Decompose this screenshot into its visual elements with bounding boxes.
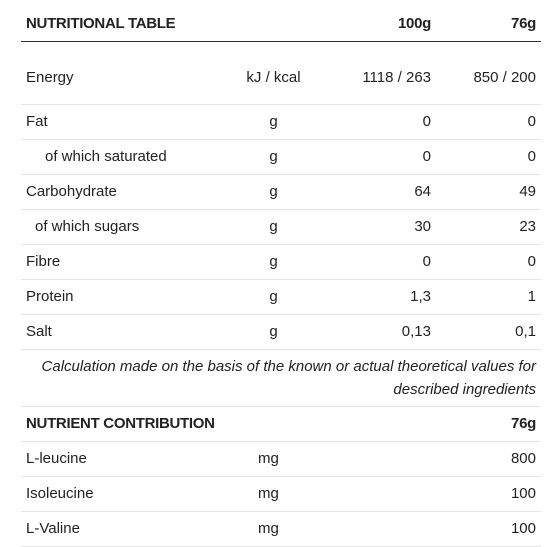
nutrient-name: Carbohydrate <box>21 174 216 210</box>
nutrient-unit: kJ / kcal <box>216 41 331 105</box>
nutrient-unit: g <box>216 174 331 210</box>
column-header-100g: 100g <box>331 7 436 42</box>
value-per-76g: 0 <box>436 244 541 280</box>
value-per-100g: 0 <box>331 139 436 175</box>
value-per-100g: 0 <box>331 244 436 280</box>
value-per-100g: 0 <box>331 104 436 140</box>
nutrient-name: Protein <box>21 279 216 315</box>
nutrient-unit: mg <box>216 511 331 547</box>
value-per-76g: 0 <box>436 104 541 140</box>
value-per-76g: 49 <box>436 174 541 210</box>
nutrient-name: Energy <box>21 41 216 105</box>
table-row-isoleucine: Isoleucine mg 100 <box>21 476 541 512</box>
nutrient-unit: g <box>216 209 331 245</box>
column-header-76g: 76g <box>436 406 541 442</box>
value-per-76g: 1 <box>436 279 541 315</box>
value-per-100g: 0,13 <box>331 314 436 350</box>
table-row-sugars: of which sugars g 30 23 <box>21 209 541 245</box>
table-row-fat: Fat g 0 0 <box>21 104 541 140</box>
value-per-100g: 1118 / 263 <box>331 41 436 105</box>
value-per-100g: 64 <box>331 174 436 210</box>
value-per-76g: 23 <box>436 209 541 245</box>
nutrient-name: of which saturated <box>21 139 216 175</box>
value-per-76g: 800 <box>436 441 541 477</box>
nutrition-table: NUTRITIONAL TABLE 100g 76g Energy kJ / k… <box>21 7 541 547</box>
value-per-100g: 1,3 <box>331 279 436 315</box>
nutrient-name: of which sugars <box>21 209 216 245</box>
table-row-energy: Energy kJ / kcal 1118 / 263 850 / 200 <box>21 41 541 105</box>
table-row-fibre: Fibre g 0 0 <box>21 244 541 280</box>
value-per-76g: 0,1 <box>436 314 541 350</box>
value-per-76g: 850 / 200 <box>436 41 541 105</box>
nutrient-unit: g <box>216 244 331 280</box>
value-per-100g: 30 <box>331 209 436 245</box>
nutrition-table-header: NUTRITIONAL TABLE 100g 76g <box>21 7 541 42</box>
table-row-carbohydrate: Carbohydrate g 64 49 <box>21 174 541 210</box>
calculation-note: Calculation made on the basis of the kno… <box>21 349 541 407</box>
value-per-76g: 100 <box>436 476 541 512</box>
nutrient-name: Fat <box>21 104 216 140</box>
nutrient-unit: g <box>216 104 331 140</box>
contribution-table-header: NUTRIENT CONTRIBUTION 76g <box>21 406 541 442</box>
nutrition-table-title: NUTRITIONAL TABLE <box>21 7 331 42</box>
nutrient-unit: mg <box>216 441 331 477</box>
nutrient-name: Isoleucine <box>21 476 216 512</box>
nutrition-panel: NUTRITIONAL TABLE 100g 76g Energy kJ / k… <box>21 7 541 547</box>
nutrient-unit: g <box>216 314 331 350</box>
nutrient-name: Salt <box>21 314 216 350</box>
nutrient-name: L-Valine <box>21 511 216 547</box>
table-row-valine: L-Valine mg 100 <box>21 511 541 547</box>
table-row-salt: Salt g 0,13 0,1 <box>21 314 541 350</box>
calculation-note-row: Calculation made on the basis of the kno… <box>21 349 541 407</box>
table-row-saturated: of which saturated g 0 0 <box>21 139 541 175</box>
table-row-protein: Protein g 1,3 1 <box>21 279 541 315</box>
table-row-leucine: L-leucine mg 800 <box>21 441 541 477</box>
nutrient-unit: g <box>216 279 331 315</box>
nutrient-name: L-leucine <box>21 441 216 477</box>
value-per-76g: 0 <box>436 139 541 175</box>
contribution-table-title: NUTRIENT CONTRIBUTION <box>21 406 436 442</box>
nutrient-unit: g <box>216 139 331 175</box>
nutrient-unit: mg <box>216 476 331 512</box>
value-per-76g: 100 <box>436 511 541 547</box>
column-header-76g: 76g <box>436 7 541 42</box>
nutrient-name: Fibre <box>21 244 216 280</box>
